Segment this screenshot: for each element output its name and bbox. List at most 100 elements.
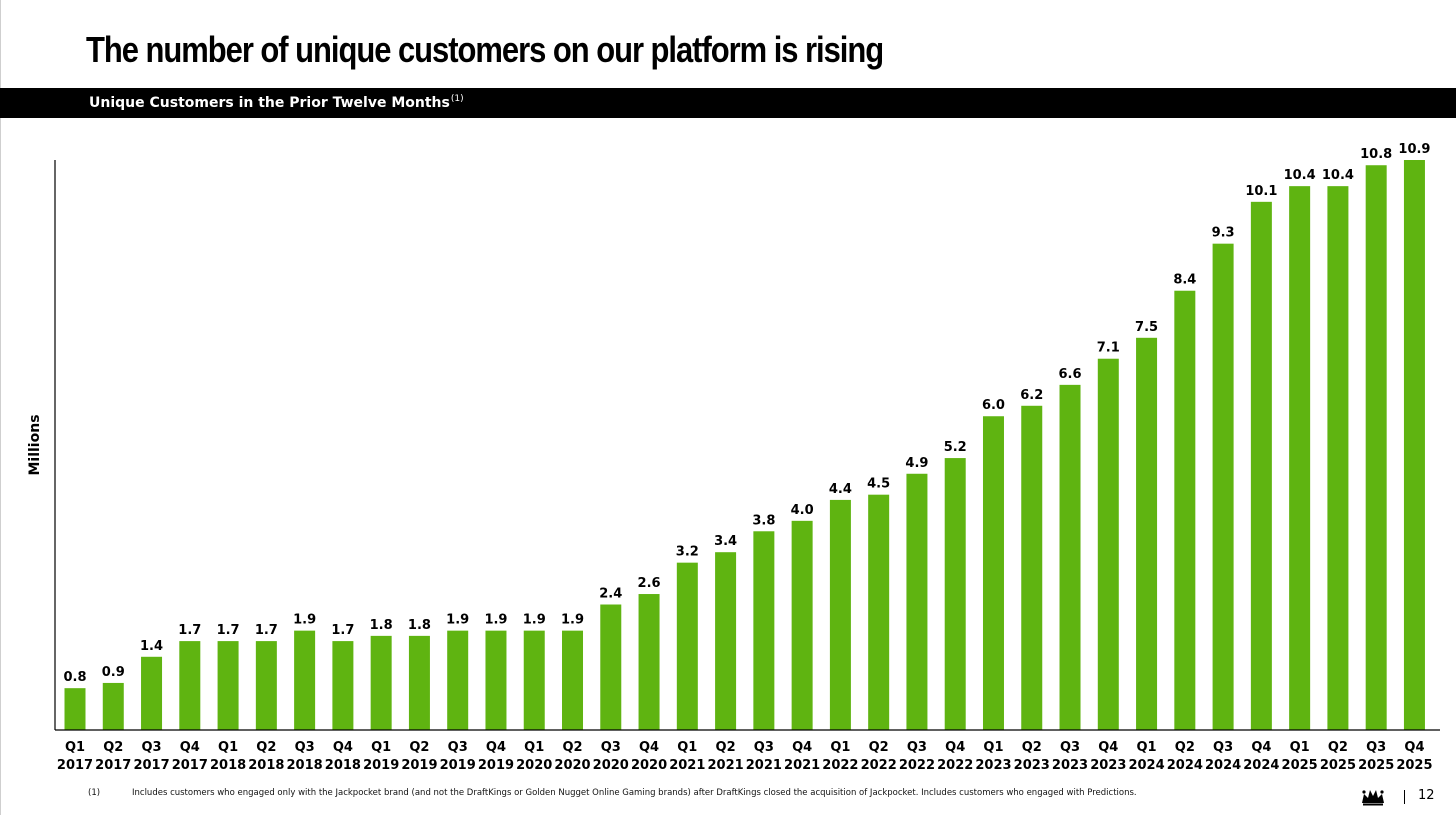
bar bbox=[1212, 243, 1234, 731]
x-tick-quarter: Q1 bbox=[371, 740, 391, 755]
bar bbox=[523, 630, 545, 730]
bar bbox=[982, 416, 1004, 730]
x-tick-quarter: Q4 bbox=[486, 740, 506, 755]
page-number: 12 bbox=[1418, 788, 1435, 803]
x-tick-quarter: Q3 bbox=[448, 740, 468, 755]
data-label: 10.4 bbox=[1322, 168, 1354, 183]
data-label: 6.0 bbox=[982, 398, 1005, 413]
data-label: 3.4 bbox=[714, 534, 737, 549]
x-tick-quarter: Q3 bbox=[601, 740, 621, 755]
x-tick-year: 2017 bbox=[133, 758, 169, 773]
bar bbox=[141, 656, 163, 730]
x-tick-year: 2022 bbox=[822, 758, 858, 773]
data-label: 6.6 bbox=[1059, 367, 1082, 382]
data-label: 1.9 bbox=[446, 613, 469, 628]
data-label: 1.7 bbox=[178, 623, 201, 638]
x-tick-year: 2024 bbox=[1167, 758, 1203, 773]
x-tick-quarter: Q4 bbox=[1098, 740, 1118, 755]
x-tick-quarter: Q4 bbox=[1251, 740, 1271, 755]
data-label: 0.8 bbox=[63, 670, 86, 685]
x-tick-year: 2020 bbox=[516, 758, 552, 773]
footnote: (1) Includes customers who engaged only w… bbox=[88, 788, 1137, 798]
x-tick-quarter: Q2 bbox=[256, 740, 276, 755]
x-tick-quarter: Q2 bbox=[562, 740, 582, 755]
x-tick-year: 2019 bbox=[440, 758, 476, 773]
x-tick-year: 2025 bbox=[1282, 758, 1318, 773]
data-label: 1.9 bbox=[523, 613, 546, 628]
bar bbox=[600, 604, 622, 730]
x-tick-quarter: Q2 bbox=[103, 740, 123, 755]
x-tick-year: 2023 bbox=[1052, 758, 1088, 773]
x-tick-quarter: Q3 bbox=[1213, 740, 1233, 755]
crown-logo-icon bbox=[1362, 790, 1384, 806]
x-tick-quarter: Q3 bbox=[907, 740, 927, 755]
x-tick-year: 2025 bbox=[1358, 758, 1394, 773]
bar bbox=[447, 630, 469, 730]
x-tick-year: 2022 bbox=[937, 758, 973, 773]
x-tick-quarter: Q4 bbox=[333, 740, 353, 755]
bar bbox=[1289, 186, 1311, 730]
data-label: 6.2 bbox=[1020, 388, 1043, 403]
bar bbox=[485, 630, 507, 730]
page-title: The number of unique customers on our pl… bbox=[86, 29, 884, 70]
data-label: 4.0 bbox=[791, 503, 814, 518]
bar bbox=[753, 531, 775, 730]
bar bbox=[791, 520, 813, 730]
bar bbox=[676, 562, 698, 730]
x-tick-year: 2024 bbox=[1243, 758, 1279, 773]
bar bbox=[217, 641, 239, 730]
bar-chart: Millions 0.8 0.9 1.4 1.7 1.7 1.7 1.9 1.7 1.8 1.8 1… bbox=[27, 142, 1440, 773]
data-label: 1.7 bbox=[331, 623, 354, 638]
bar bbox=[1327, 186, 1349, 730]
data-label: 1.8 bbox=[370, 618, 393, 633]
x-tick-quarter: Q2 bbox=[409, 740, 429, 755]
x-tick-quarter: Q4 bbox=[180, 740, 200, 755]
bar bbox=[638, 594, 660, 730]
x-tick-quarter: Q1 bbox=[65, 740, 85, 755]
footnote-marker: (1) bbox=[88, 788, 101, 798]
data-label: 5.2 bbox=[944, 440, 967, 455]
x-tick-year: 2017 bbox=[172, 758, 208, 773]
data-label: 10.8 bbox=[1360, 147, 1392, 162]
x-tick-year: 2017 bbox=[95, 758, 131, 773]
data-label: 1.7 bbox=[217, 623, 240, 638]
bar bbox=[1021, 405, 1043, 730]
footnote-reference: (1) bbox=[450, 94, 464, 104]
x-tick-quarter: Q1 bbox=[218, 740, 238, 755]
data-label: 10.9 bbox=[1398, 142, 1430, 157]
x-tick-quarter: Q1 bbox=[677, 740, 697, 755]
x-tick-quarter: Q1 bbox=[1137, 740, 1157, 755]
bar bbox=[1250, 201, 1272, 730]
x-tick-year: 2020 bbox=[593, 758, 629, 773]
bar bbox=[1365, 165, 1387, 731]
data-label: 1.8 bbox=[408, 618, 431, 633]
data-label: 1.4 bbox=[140, 639, 163, 654]
bar bbox=[1136, 337, 1158, 730]
x-tick-year: 2022 bbox=[861, 758, 897, 773]
data-label: 10.4 bbox=[1284, 168, 1316, 183]
x-tick-quarter: Q1 bbox=[1290, 740, 1310, 755]
bar bbox=[1174, 290, 1196, 730]
x-tick-year: 2020 bbox=[554, 758, 590, 773]
x-tick-year: 2024 bbox=[1205, 758, 1241, 773]
bar bbox=[715, 552, 737, 730]
bar bbox=[562, 630, 584, 730]
x-tick-quarter: Q1 bbox=[524, 740, 544, 755]
data-label: 3.8 bbox=[752, 513, 775, 528]
x-tick-year: 2023 bbox=[1090, 758, 1126, 773]
footnote-text: Includes customers who engaged only with… bbox=[132, 788, 1137, 798]
footer-divider bbox=[1404, 790, 1405, 804]
x-tick-quarter: Q3 bbox=[141, 740, 161, 755]
x-tick-quarter: Q2 bbox=[1328, 740, 1348, 755]
x-tick-year: 2024 bbox=[1128, 758, 1164, 773]
bar bbox=[179, 641, 201, 730]
bar bbox=[1403, 160, 1425, 730]
bar bbox=[944, 458, 966, 730]
bar bbox=[332, 641, 354, 730]
x-tick-year: 2019 bbox=[478, 758, 514, 773]
bar bbox=[64, 688, 86, 730]
x-tick-quarter: Q2 bbox=[1022, 740, 1042, 755]
chart-subtitle: Unique Customers in the Prior Twelve Mon… bbox=[89, 94, 464, 111]
x-tick-quarter: Q4 bbox=[792, 740, 812, 755]
